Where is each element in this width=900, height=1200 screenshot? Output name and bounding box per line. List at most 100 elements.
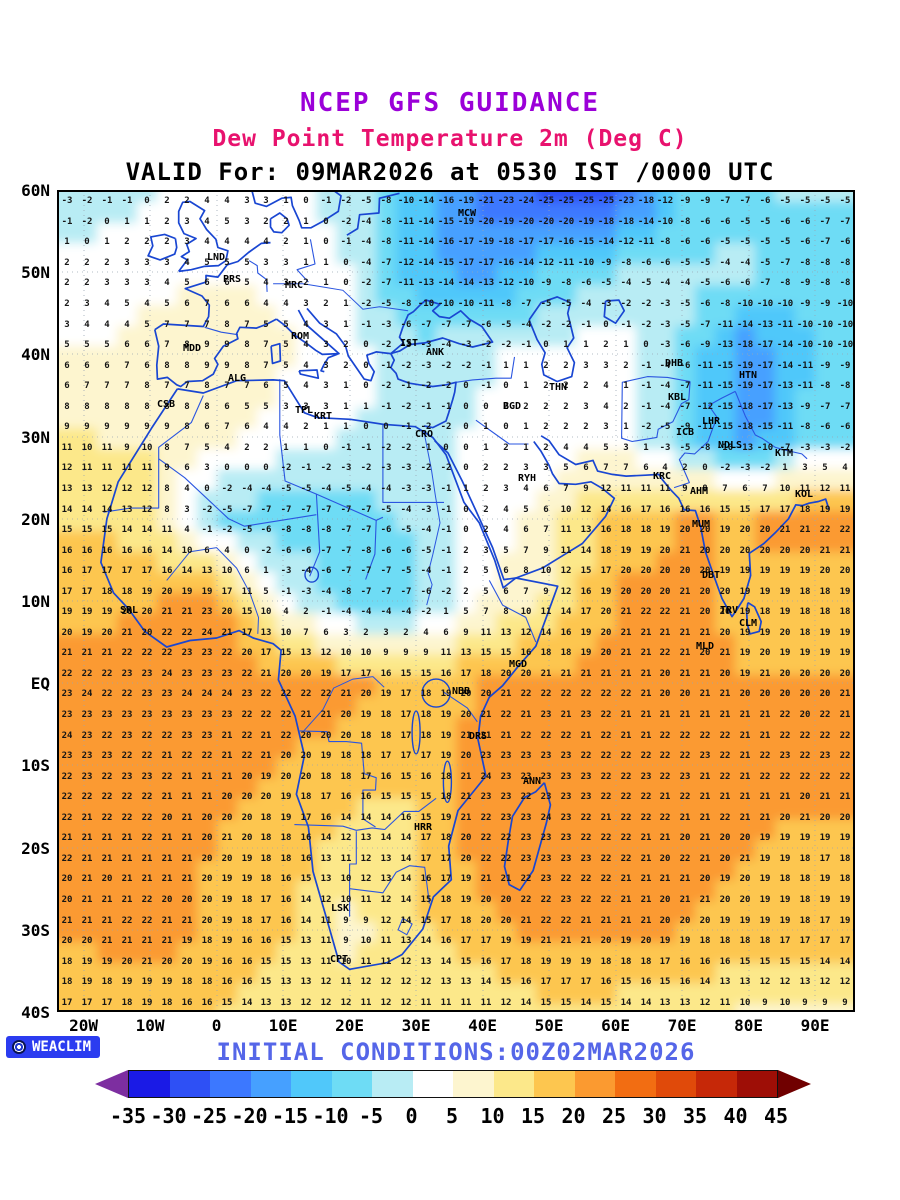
svg-text:15: 15 xyxy=(461,957,472,967)
svg-text:22: 22 xyxy=(601,792,612,802)
svg-text:-3: -3 xyxy=(381,463,392,473)
svg-text:17: 17 xyxy=(222,587,233,597)
svg-text:-3: -3 xyxy=(341,463,352,473)
svg-text:14: 14 xyxy=(401,833,412,843)
svg-text:6: 6 xyxy=(224,299,229,309)
svg-text:0: 0 xyxy=(343,278,348,288)
colorbar-tick-label: 40 xyxy=(723,1104,748,1128)
svg-text:16: 16 xyxy=(660,505,671,515)
svg-text:21: 21 xyxy=(720,710,731,720)
svg-text:19: 19 xyxy=(820,648,831,658)
svg-text:-6: -6 xyxy=(401,546,412,556)
svg-text:1: 1 xyxy=(283,443,288,453)
svg-text:DRS: DRS xyxy=(469,731,487,742)
svg-text:20: 20 xyxy=(242,813,253,823)
svg-text:7: 7 xyxy=(84,381,89,391)
svg-text:16: 16 xyxy=(261,936,272,946)
svg-text:-2: -2 xyxy=(541,320,552,330)
svg-text:-2: -2 xyxy=(441,361,452,371)
svg-text:17: 17 xyxy=(541,977,552,987)
svg-text:15: 15 xyxy=(601,998,612,1008)
svg-text:-9: -9 xyxy=(800,278,811,288)
svg-text:23: 23 xyxy=(581,854,592,864)
svg-text:19: 19 xyxy=(820,833,831,843)
svg-text:22: 22 xyxy=(760,772,771,782)
svg-text:-18: -18 xyxy=(737,340,753,350)
svg-text:5: 5 xyxy=(224,217,229,227)
svg-text:20: 20 xyxy=(780,546,791,556)
svg-text:-1: -1 xyxy=(122,196,133,206)
svg-text:8: 8 xyxy=(124,402,129,412)
svg-text:-17: -17 xyxy=(757,381,773,391)
svg-text:-4: -4 xyxy=(381,484,392,494)
svg-text:-5: -5 xyxy=(281,484,292,494)
svg-text:2: 2 xyxy=(463,566,468,576)
svg-text:22: 22 xyxy=(62,854,73,864)
svg-text:22: 22 xyxy=(162,648,173,658)
svg-text:22: 22 xyxy=(541,731,552,741)
svg-text:-5: -5 xyxy=(680,299,691,309)
svg-text:TRV: TRV xyxy=(720,605,738,616)
svg-text:22: 22 xyxy=(242,710,253,720)
svg-text:7: 7 xyxy=(104,381,109,391)
svg-text:5: 5 xyxy=(184,278,189,288)
svg-text:3: 3 xyxy=(124,258,129,268)
svg-text:21: 21 xyxy=(800,813,811,823)
svg-text:12: 12 xyxy=(760,977,771,987)
svg-text:-13: -13 xyxy=(478,278,494,288)
svg-text:6: 6 xyxy=(323,628,328,638)
svg-text:2: 2 xyxy=(64,258,69,268)
svg-text:3: 3 xyxy=(64,320,69,330)
svg-text:23: 23 xyxy=(182,669,193,679)
svg-text:20: 20 xyxy=(660,546,671,556)
lat-tick-label: 20S xyxy=(21,838,50,858)
svg-text:11: 11 xyxy=(660,484,671,494)
svg-text:-7: -7 xyxy=(361,505,372,515)
svg-text:4: 4 xyxy=(224,196,230,206)
svg-text:22: 22 xyxy=(561,916,572,926)
svg-text:-2: -2 xyxy=(82,217,93,227)
svg-text:17: 17 xyxy=(581,607,592,617)
svg-text:-10: -10 xyxy=(797,320,813,330)
svg-text:12: 12 xyxy=(581,505,592,515)
svg-text:19: 19 xyxy=(760,916,771,926)
svg-text:18: 18 xyxy=(261,874,272,884)
svg-text:-2: -2 xyxy=(381,443,392,453)
svg-text:14: 14 xyxy=(401,874,412,884)
svg-text:16: 16 xyxy=(421,874,432,884)
svg-text:-2: -2 xyxy=(341,217,352,227)
svg-text:6: 6 xyxy=(224,402,229,412)
svg-text:21: 21 xyxy=(122,854,133,864)
svg-text:19: 19 xyxy=(82,957,93,967)
svg-text:CLM: CLM xyxy=(739,618,757,629)
svg-text:11: 11 xyxy=(142,463,153,473)
svg-text:-5: -5 xyxy=(222,505,233,515)
svg-text:15: 15 xyxy=(481,648,492,658)
svg-text:5: 5 xyxy=(603,443,608,453)
svg-text:ANN: ANN xyxy=(523,776,541,787)
svg-text:21: 21 xyxy=(760,792,771,802)
svg-text:0: 0 xyxy=(463,525,468,535)
svg-text:-16: -16 xyxy=(438,237,454,247)
svg-text:-12: -12 xyxy=(657,196,673,206)
svg-text:-18: -18 xyxy=(638,196,654,206)
svg-text:11: 11 xyxy=(162,525,173,535)
svg-text:2: 2 xyxy=(543,422,548,432)
svg-text:-1: -1 xyxy=(421,443,432,453)
svg-text:15: 15 xyxy=(381,792,392,802)
svg-text:22: 22 xyxy=(142,813,153,823)
svg-text:-19: -19 xyxy=(578,217,594,227)
svg-text:22: 22 xyxy=(641,751,652,761)
svg-text:7: 7 xyxy=(164,381,169,391)
svg-text:19: 19 xyxy=(441,751,452,761)
svg-text:1: 1 xyxy=(283,196,288,206)
svg-text:0: 0 xyxy=(363,422,368,432)
svg-text:11: 11 xyxy=(361,957,372,967)
svg-text:3: 3 xyxy=(204,463,209,473)
svg-text:13: 13 xyxy=(800,977,811,987)
svg-text:17: 17 xyxy=(142,566,153,576)
svg-text:15: 15 xyxy=(261,977,272,987)
svg-text:22: 22 xyxy=(641,607,652,617)
svg-text:12: 12 xyxy=(381,895,392,905)
svg-text:16: 16 xyxy=(281,895,292,905)
